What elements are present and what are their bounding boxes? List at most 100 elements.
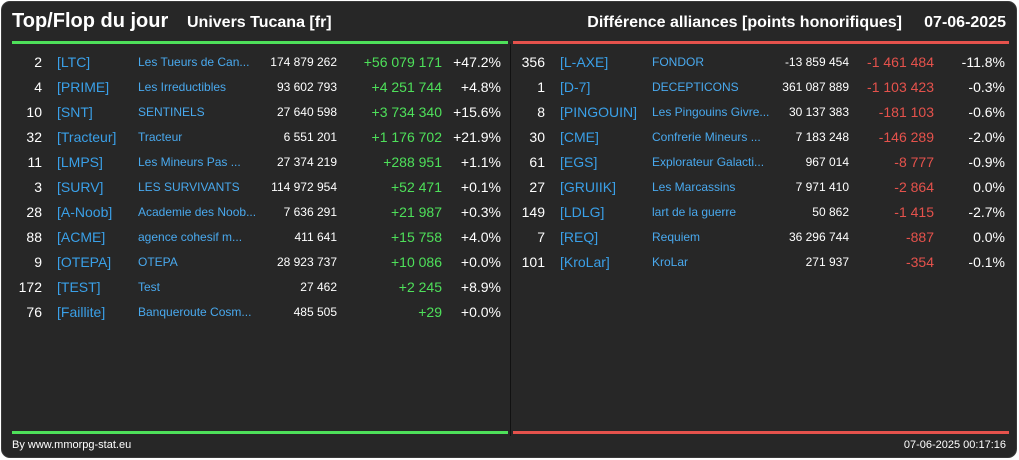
alliance-name-link[interactable]: DECEPTICONS bbox=[652, 80, 739, 94]
alliance-points: -13 859 454 bbox=[784, 55, 849, 69]
alliance-tag-link[interactable]: [L-AXE] bbox=[560, 54, 609, 70]
alliance-points: 361 087 889 bbox=[782, 80, 849, 94]
alliance-tag-link[interactable]: [REQ] bbox=[560, 229, 599, 245]
points-difference: -146 289 bbox=[878, 129, 934, 145]
top-row: 172 [TEST] Test 27 462 +2 245 +8.9% bbox=[12, 275, 508, 300]
percent-change: +1.1% bbox=[460, 154, 501, 170]
alliance-name-link[interactable]: Les Pingouins Givre... bbox=[652, 105, 770, 119]
percent-change: +0.0% bbox=[460, 254, 501, 270]
percent-change: +8.9% bbox=[460, 279, 501, 295]
alliance-rank: 27 bbox=[529, 179, 545, 195]
column-divider bbox=[510, 44, 511, 436]
alliance-points: 50 862 bbox=[812, 205, 849, 219]
top-row: 10 [SNT] SENTINELS 27 640 598 +3 734 340 +15.… bbox=[12, 100, 508, 125]
percent-change: -11.8% bbox=[961, 54, 1005, 70]
alliance-tag-link[interactable]: [TEST] bbox=[57, 279, 101, 295]
alliance-tag-link[interactable]: [SNT] bbox=[57, 104, 93, 120]
alliance-name-link[interactable]: FONDOR bbox=[652, 55, 704, 69]
alliance-name-link[interactable]: Test bbox=[138, 280, 161, 294]
alliance-name-link[interactable]: Academie des Noob... bbox=[138, 205, 257, 219]
percent-change: +15.6% bbox=[453, 104, 501, 120]
points-difference: -1 415 bbox=[894, 204, 934, 220]
page-title: Top/Flop du jour bbox=[12, 10, 169, 32]
alliance-tag-link[interactable]: [Faillite] bbox=[57, 304, 106, 320]
alliance-rank: 10 bbox=[26, 104, 42, 120]
alliance-name-link[interactable]: KroLar bbox=[652, 255, 689, 269]
alliance-points: 271 937 bbox=[805, 255, 849, 269]
alliance-tag-link[interactable]: [SURV] bbox=[57, 179, 104, 195]
alliance-points: 27 374 219 bbox=[276, 155, 337, 169]
alliance-points: 7 183 248 bbox=[795, 130, 849, 144]
alliance-name-link[interactable]: Les Tueurs de Can... bbox=[138, 55, 250, 69]
points-difference: +4 251 744 bbox=[371, 79, 442, 95]
alliance-name-link[interactable]: OTEPA bbox=[138, 255, 178, 269]
top-row: 9 [OTEPA] OTEPA 28 923 737 +10 086 +0.0% bbox=[12, 250, 508, 275]
alliance-tag-link[interactable]: [LMPS] bbox=[57, 154, 103, 170]
alliance-points: 114 972 954 bbox=[271, 180, 337, 194]
flop-row: 27 [GRUIIK] Les Marcassins 7 971 410 -2 864 0… bbox=[513, 175, 1009, 200]
alliance-tag-link[interactable]: [OTEPA] bbox=[57, 254, 112, 270]
alliance-tag-link[interactable]: [LTC] bbox=[57, 54, 91, 70]
alliance-points: 6 551 201 bbox=[283, 130, 337, 144]
header: Top/Flop du jour Univers Tucana [fr] Dif… bbox=[12, 10, 1006, 38]
flop-row: 101 [KroLar] KroLar 271 937 -354 -0.1% bbox=[513, 250, 1009, 275]
bottom-divider-red bbox=[513, 431, 1009, 434]
alliance-tag-link[interactable]: [ACME] bbox=[57, 229, 106, 245]
percent-change: 0.0% bbox=[973, 229, 1005, 245]
alliance-name-link[interactable]: Les Marcassins bbox=[652, 180, 736, 194]
alliance-tag-link[interactable]: [PRIME] bbox=[57, 79, 110, 95]
alliance-name-link[interactable]: Les Mineurs Pas ... bbox=[138, 155, 241, 169]
alliance-rank: 1 bbox=[537, 79, 545, 95]
alliance-tag-link[interactable]: [Tracteur] bbox=[57, 129, 117, 145]
alliance-name-link[interactable]: Les Irreductibles bbox=[138, 80, 227, 94]
alliance-points: 174 879 262 bbox=[270, 55, 337, 69]
alliance-name-link[interactable]: Confrerie Mineurs ... bbox=[652, 130, 761, 144]
alliance-name-link[interactable]: Tracteur bbox=[138, 130, 183, 144]
alliance-name-link[interactable]: Banqueroute Cosm... bbox=[138, 305, 252, 319]
percent-change: +0.1% bbox=[460, 179, 501, 195]
alliance-rank: 61 bbox=[529, 154, 545, 170]
alliance-name-link[interactable]: SENTINELS bbox=[138, 105, 205, 119]
alliance-name-link[interactable]: Requiem bbox=[652, 230, 701, 244]
alliance-points: 30 137 383 bbox=[788, 105, 849, 119]
alliance-points: 27 462 bbox=[300, 280, 337, 294]
flop-row: 61 [EGS] Explorateur Galacti... 967 014 -8 7… bbox=[513, 150, 1009, 175]
flop-row: 356 [L-AXE] FONDOR -13 859 454 -1 461 484 -11… bbox=[513, 50, 1009, 75]
alliance-tag-link[interactable]: [LDLG] bbox=[560, 204, 605, 220]
alliance-points: 93 602 793 bbox=[276, 80, 337, 94]
flop-row: 1 [D-7] DECEPTICONS 361 087 889 -1 103 423 -0… bbox=[513, 75, 1009, 100]
alliance-tag-link[interactable]: [D-7] bbox=[560, 79, 591, 95]
alliance-tag-link[interactable]: [EGS] bbox=[560, 154, 598, 170]
alliance-rank: 30 bbox=[529, 129, 545, 145]
alliance-tag-link[interactable]: [PINGOUIN] bbox=[560, 104, 638, 120]
percent-change: -0.6% bbox=[968, 104, 1005, 120]
alliance-name-link[interactable]: lart de la guerre bbox=[652, 205, 737, 219]
alliance-rank: 88 bbox=[26, 229, 42, 245]
top-row: 32 [Tracteur] Tracteur 6 551 201 +1 176 702 +… bbox=[12, 125, 508, 150]
alliance-tag-link[interactable]: [A-Noob] bbox=[57, 204, 113, 220]
alliance-rank: 9 bbox=[34, 254, 42, 270]
universe-label: Univers Tucana [fr] bbox=[187, 14, 332, 31]
alliance-points: 28 923 737 bbox=[276, 255, 337, 269]
points-difference: +52 471 bbox=[391, 179, 442, 195]
percent-change: +4.0% bbox=[460, 229, 501, 245]
percent-change: -0.9% bbox=[968, 154, 1005, 170]
top-row: 3 [SURV] LES SURVIVANTS 114 972 954 +52 471 +… bbox=[12, 175, 508, 200]
alliance-name-link[interactable]: agence cohesif m... bbox=[138, 230, 243, 244]
alliance-name-link[interactable]: Explorateur Galacti... bbox=[652, 155, 765, 169]
alliance-tag-link[interactable]: [KroLar] bbox=[560, 254, 610, 270]
alliance-tag-link[interactable]: [CME] bbox=[560, 129, 599, 145]
top-divider-red bbox=[513, 41, 1009, 44]
alliance-rank: 7 bbox=[537, 229, 545, 245]
top-losers-table: 356 [L-AXE] FONDOR -13 859 454 -1 461 484 -11… bbox=[513, 50, 1009, 275]
alliance-points: 7 971 410 bbox=[795, 180, 849, 194]
alliance-rank: 8 bbox=[537, 104, 545, 120]
points-difference: -181 103 bbox=[878, 104, 934, 120]
percent-change: -2.7% bbox=[968, 204, 1005, 220]
alliance-name-link[interactable]: LES SURVIVANTS bbox=[138, 180, 240, 194]
percent-change: 0.0% bbox=[973, 179, 1005, 195]
alliance-rank: 28 bbox=[26, 204, 42, 220]
percent-change: +0.0% bbox=[460, 304, 501, 320]
alliance-rank: 32 bbox=[26, 129, 42, 145]
alliance-tag-link[interactable]: [GRUIIK] bbox=[560, 179, 617, 195]
